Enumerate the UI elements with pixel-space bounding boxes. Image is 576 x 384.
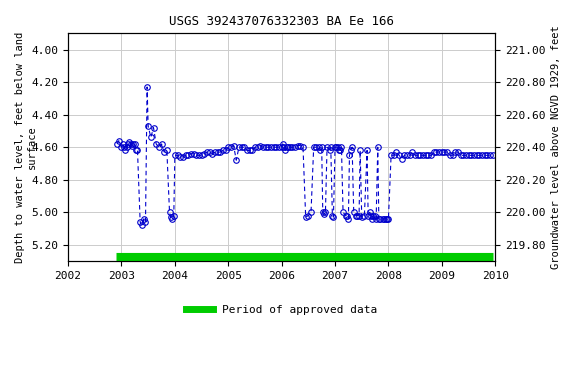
Y-axis label: Groundwater level above NGVD 1929, feet: Groundwater level above NGVD 1929, feet — [551, 25, 561, 269]
Y-axis label: Depth to water level, feet below land
surface: Depth to water level, feet below land su… — [15, 31, 37, 263]
Title: USGS 392437076332303 BA Ee 166: USGS 392437076332303 BA Ee 166 — [169, 15, 394, 28]
Legend: Period of approved data: Period of approved data — [181, 300, 382, 319]
